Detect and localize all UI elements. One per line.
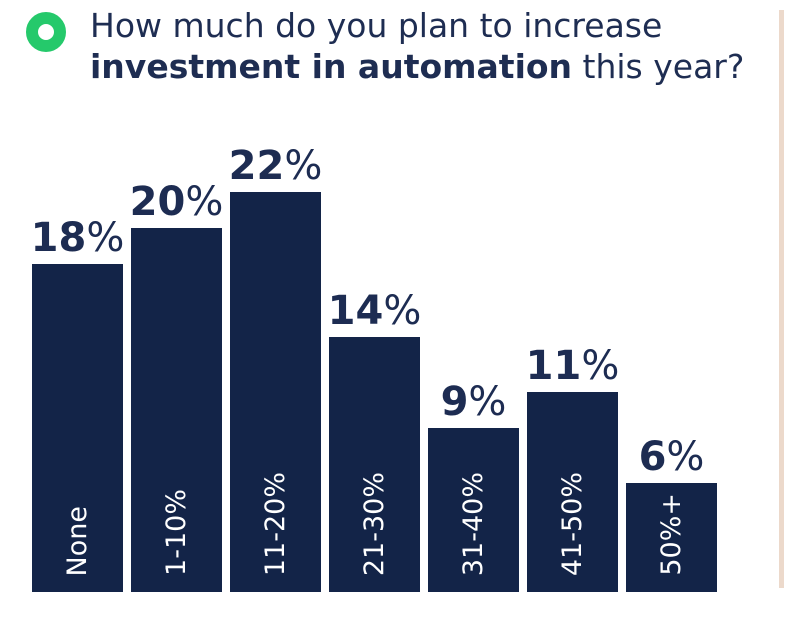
bar-value-label: 14%: [327, 288, 422, 334]
bar-chart: 18% None 20% 1-10% 22% 11-20% 14% 21-30% 9% 31-40…: [30, 143, 717, 592]
bar-category-label: 21-30%: [359, 471, 390, 576]
bar-category-label: 50%+: [656, 493, 687, 576]
bar: 1-10%: [131, 228, 222, 592]
chart-title-line1: How much do you plan to increase: [90, 6, 663, 45]
bar: None: [32, 264, 123, 592]
bar-column: 22% 11-20%: [228, 143, 323, 592]
bar-category-label: 1-10%: [161, 489, 192, 576]
bar-category-label: 11-20%: [260, 471, 291, 576]
bar: 11-20%: [230, 192, 321, 592]
bar-category-label: None: [62, 505, 93, 576]
bar-category-label: 41-50%: [557, 471, 588, 576]
right-divider-line: [779, 10, 784, 588]
bar-column: 9% 31-40%: [428, 382, 519, 592]
bar-value-label: 20%: [129, 179, 224, 225]
chart-title: How much do you plan to increase investm…: [90, 5, 750, 87]
bar-column: 14% 21-30%: [327, 288, 422, 592]
bar-value-label: 22%: [228, 143, 323, 189]
bar: 50%+: [626, 483, 717, 592]
bar-column: 11% 41-50%: [525, 343, 620, 592]
bar-value-label: 9%: [440, 379, 507, 425]
bar: 41-50%: [527, 392, 618, 592]
bar-column: 18% None: [30, 215, 125, 592]
bar-category-label: 31-40%: [458, 471, 489, 576]
bar: 21-30%: [329, 337, 420, 592]
bar-value-label: 11%: [525, 343, 620, 389]
bar-column: 6% 50%+: [626, 437, 717, 592]
chart-title-tail: this year?: [572, 47, 745, 86]
bar-value-label: 6%: [638, 434, 705, 480]
bar: 31-40%: [428, 428, 519, 592]
chart-title-bold: investment in automation: [90, 47, 573, 86]
donut-bullet-icon: [26, 12, 66, 52]
bar-value-label: 18%: [30, 215, 125, 261]
bar-column: 20% 1-10%: [129, 179, 224, 592]
